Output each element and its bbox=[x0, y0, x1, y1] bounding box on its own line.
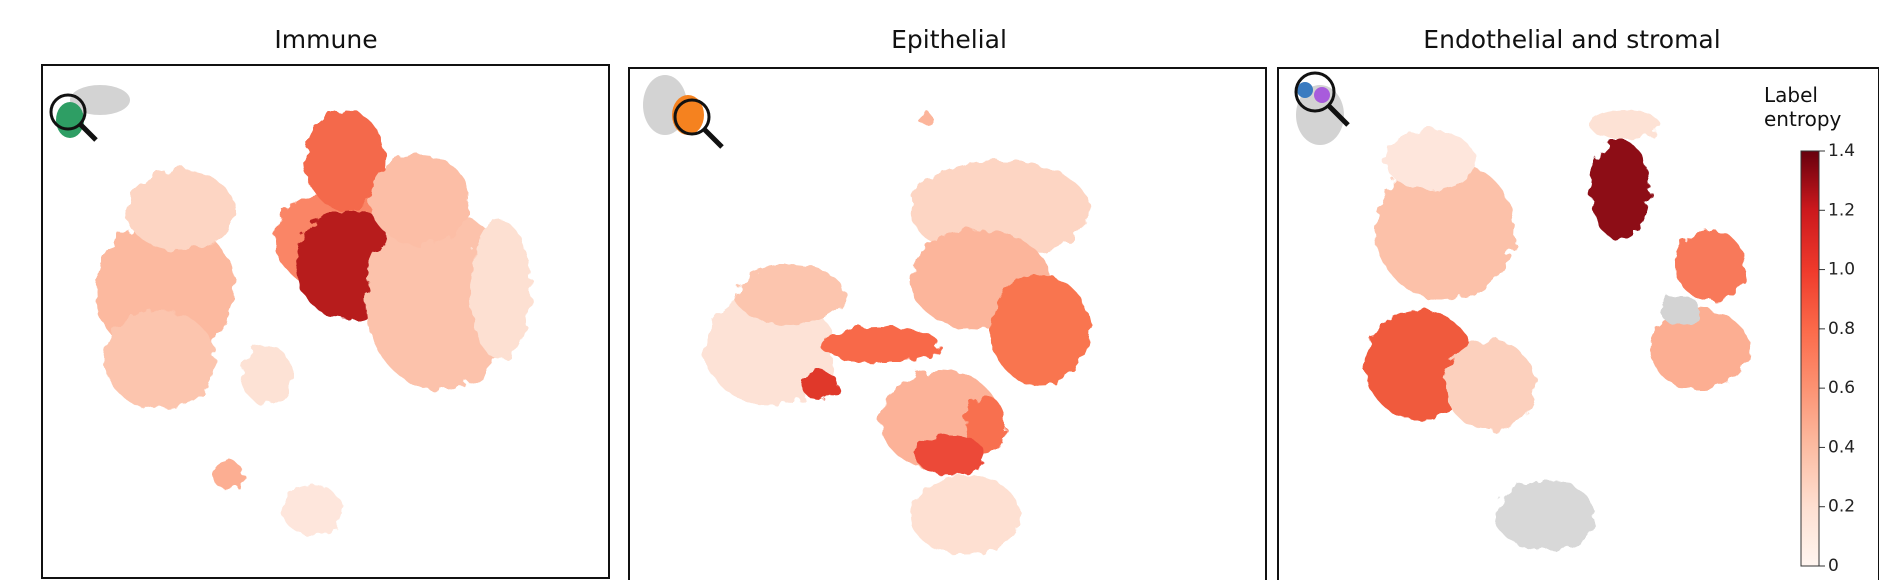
colorbar-tick-label: 1.0 bbox=[1828, 260, 1855, 280]
panel-title: Endothelial and stromal bbox=[1423, 25, 1720, 54]
panel-frame bbox=[41, 64, 610, 579]
colorbar-tick-label: 0.6 bbox=[1828, 378, 1855, 398]
panel-frame bbox=[628, 67, 1267, 580]
panel-frame bbox=[1277, 67, 1879, 580]
inset-icon bbox=[49, 85, 130, 142]
colorbar-tick-label: 0.8 bbox=[1828, 319, 1855, 339]
embedding bbox=[705, 112, 1090, 555]
inset-icon bbox=[1294, 71, 1350, 145]
colorbar-label: Label entropy bbox=[1764, 83, 1842, 131]
embedding bbox=[1365, 110, 1750, 550]
colorbar-tick-label: 0.4 bbox=[1828, 437, 1855, 457]
colorbar-tick-label: 1.2 bbox=[1828, 200, 1855, 220]
embedding bbox=[95, 110, 530, 535]
panel-title: Immune bbox=[274, 25, 377, 54]
colorbar-tick-label: 0.2 bbox=[1828, 497, 1855, 517]
colorbar bbox=[1800, 150, 1820, 567]
colorbar-tick-label: 1.4 bbox=[1828, 141, 1855, 161]
panel-title: Epithelial bbox=[891, 25, 1007, 54]
colorbar-tick-label: 0 bbox=[1828, 556, 1839, 576]
inset-icon bbox=[643, 75, 724, 149]
